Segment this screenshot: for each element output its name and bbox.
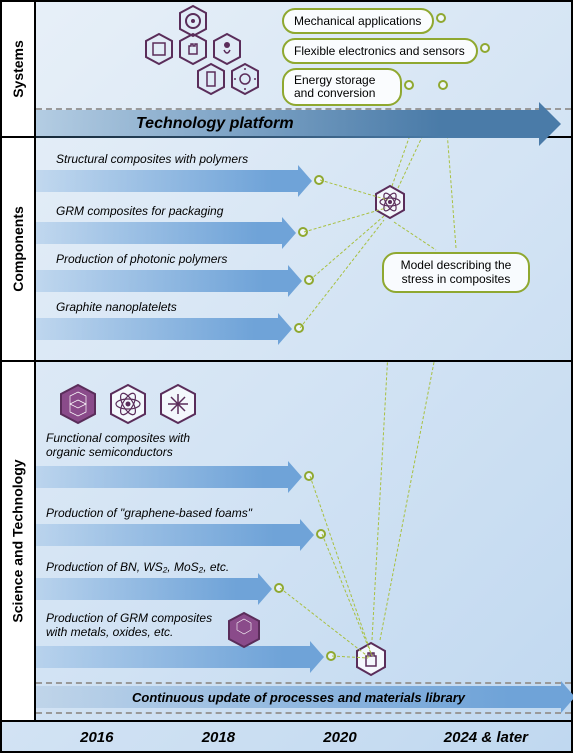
axis-tick: 2016 [36, 729, 158, 746]
convergence-dot [436, 13, 446, 23]
pill-text: Energy storage and conversion [294, 73, 375, 100]
roadmap-chart: Systems Mechanical appl [0, 0, 573, 753]
item-arrow [36, 222, 282, 244]
hex-icon-battery [194, 62, 228, 96]
dashed-line [36, 682, 571, 684]
axis-tick: 2018 [158, 729, 280, 746]
item-arrow [36, 578, 258, 600]
section-label-systems: Systems [2, 2, 36, 136]
item-label: Production of GRM composites with metals… [46, 612, 212, 640]
bottom-banner-arrow: Continuous update of processes and mater… [36, 686, 561, 708]
hex-icon-hand2 [352, 640, 390, 678]
systems-body: Mechanical applications Flexible electro… [36, 2, 571, 136]
pill-model-stress: Model describing the stress in composite… [382, 252, 530, 293]
axis-tick: 2024 & later [401, 729, 571, 746]
section-systems: Systems Mechanical appl [2, 2, 571, 138]
node-dot [314, 175, 324, 185]
pill-text: Mechanical applications [294, 14, 421, 28]
section-science: Science and Technology Functional compos… [2, 362, 571, 722]
item-label: Production of BN, WS₂, MoS₂, etc. [46, 560, 229, 574]
hex-icon-sensor [210, 32, 244, 66]
axis-tick: 2020 [279, 729, 401, 746]
item-label: Structural composites with polymers [56, 152, 248, 166]
tech-platform-text: Technology platform [136, 115, 294, 133]
time-axis: 2016 2018 2020 2024 & later [36, 722, 571, 752]
pill-mechanical: Mechanical applications [282, 8, 434, 34]
hex-icon-hand [176, 32, 210, 66]
label-text: Components [10, 206, 26, 292]
node-dot [304, 471, 314, 481]
item-arrow [36, 318, 278, 340]
item-arrow [36, 524, 300, 546]
pill-text: Flexible electronics and sensors [294, 44, 465, 58]
section-components: Components Structural composites with po… [2, 138, 571, 362]
dashed-line [36, 712, 571, 714]
hex-icon-lattice [56, 382, 100, 426]
science-body: Functional composites with organic semic… [36, 362, 571, 720]
components-body: Structural composites with polymers GRM … [36, 138, 571, 360]
hex-icon-sun [228, 62, 262, 96]
item-label: Production of "graphene-based foams" [46, 506, 252, 520]
item-arrow [36, 170, 298, 192]
pill-energy: Energy storage and conversion [282, 68, 402, 106]
label-text: Systems [10, 40, 26, 98]
section-label-components: Components [2, 138, 36, 360]
node-dot [274, 583, 284, 593]
node-dot [316, 529, 326, 539]
item-arrow [36, 466, 288, 488]
node-dot [304, 275, 314, 285]
hex-icon-spark [156, 382, 200, 426]
label-text: Science and Technology [10, 459, 26, 622]
bottom-banner-text: Continuous update of processes and mater… [132, 690, 465, 705]
item-arrow [36, 270, 288, 292]
hex-icon-atom [372, 184, 408, 220]
item-label: Functional composites with organic semic… [46, 432, 190, 460]
item-label: Production of photonic polymers [56, 252, 227, 266]
node-dot [298, 227, 308, 237]
convergence-dot [438, 80, 448, 90]
item-arrow [36, 646, 310, 668]
pill-flexible: Flexible electronics and sensors [282, 38, 478, 64]
section-label-science: Science and Technology [2, 362, 36, 720]
hex-icon-circuit [142, 32, 176, 66]
pill-text: Model describing the stress in composite… [401, 258, 512, 286]
node-dot [326, 651, 336, 661]
tech-platform-arrow: Technology platform [36, 110, 541, 138]
node-dot [294, 323, 304, 333]
hex-icon-atom2 [106, 382, 150, 426]
item-label: GRM composites for packaging [56, 204, 223, 218]
convergence-dot [480, 43, 490, 53]
hex-icon-lattice2 [224, 610, 264, 650]
convergence-dot [404, 80, 414, 90]
item-label: Graphite nanoplatelets [56, 300, 177, 314]
